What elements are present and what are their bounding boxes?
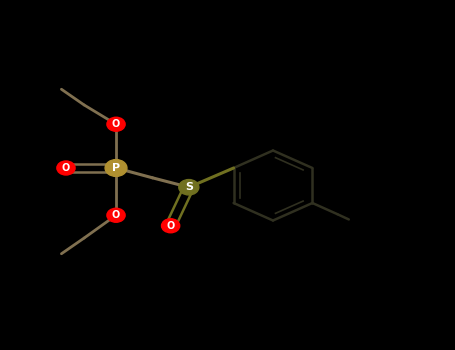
Circle shape — [179, 180, 199, 195]
Text: O: O — [167, 221, 175, 231]
Circle shape — [57, 161, 75, 175]
Circle shape — [107, 208, 125, 222]
Text: O: O — [62, 163, 70, 173]
Text: S: S — [185, 182, 193, 192]
Text: O: O — [112, 210, 120, 220]
Circle shape — [107, 117, 125, 131]
Text: P: P — [112, 163, 120, 173]
Circle shape — [162, 219, 180, 233]
Circle shape — [105, 160, 127, 176]
Text: O: O — [112, 119, 120, 129]
